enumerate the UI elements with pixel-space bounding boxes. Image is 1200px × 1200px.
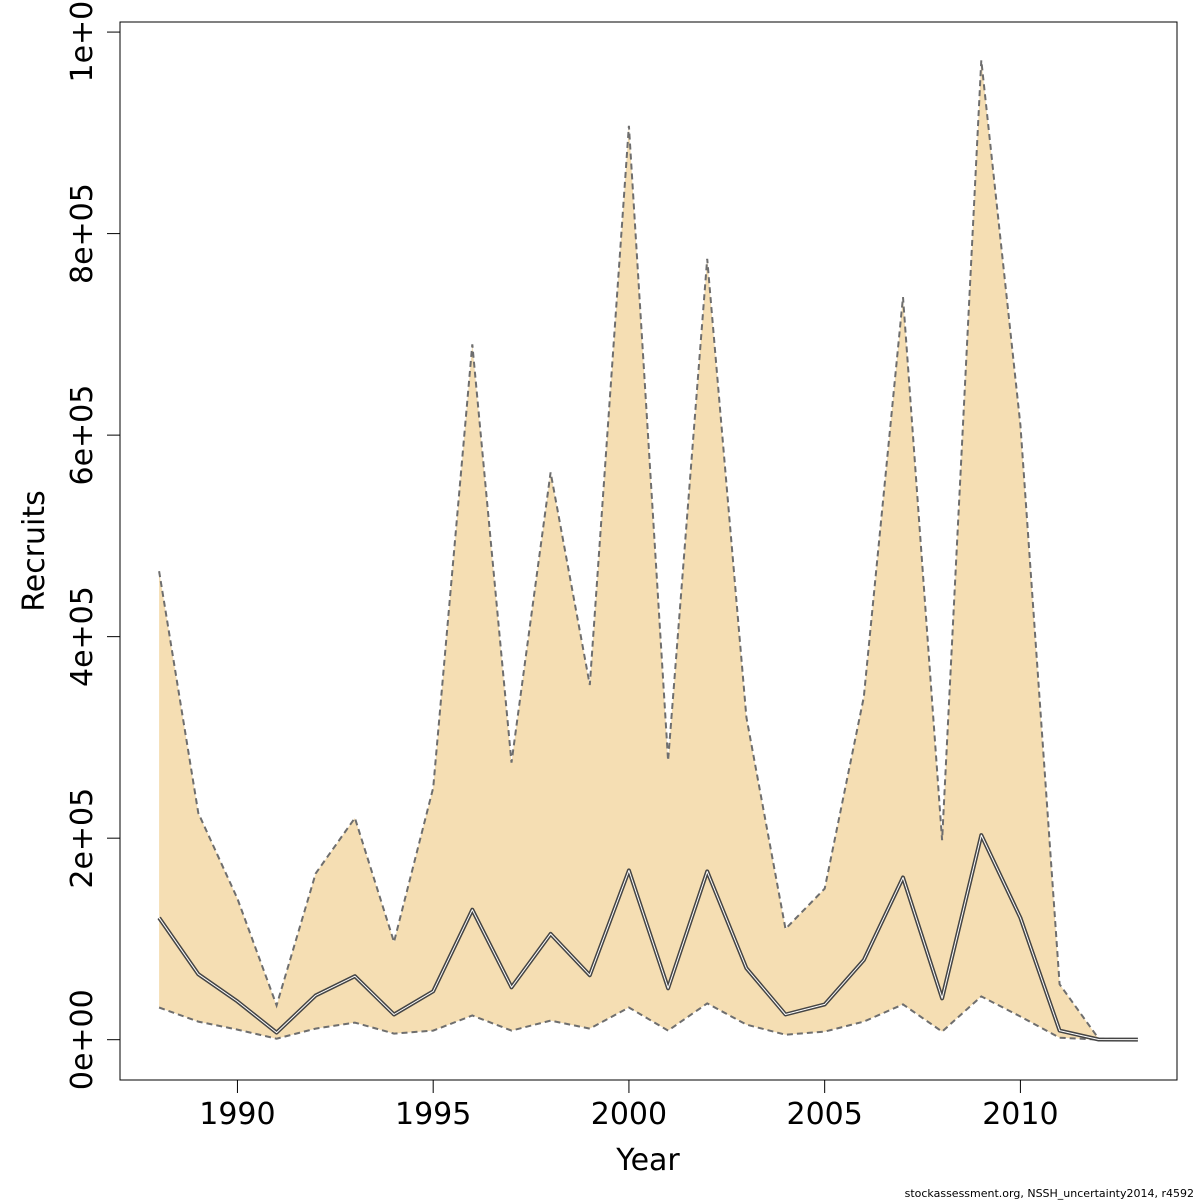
x-axis-title: Year — [615, 1143, 680, 1178]
x-axis: 1990 1995 2000 2005 2010 — [199, 1079, 1059, 1132]
y-tick-label: 2e+05 — [65, 788, 100, 889]
confidence-band-layer — [159, 60, 1138, 1040]
series-lines-layer — [157, 60, 1138, 1042]
y-tick-label: 4e+05 — [65, 586, 100, 687]
y-axis: 0e+00 2e+05 4e+05 6e+05 8e+05 1e+06 — [65, 0, 121, 1090]
x-tick-label: 1995 — [395, 1097, 471, 1132]
y-tick-label: 6e+05 — [65, 385, 100, 486]
x-tick-label: 2010 — [982, 1097, 1058, 1132]
confidence-band — [159, 60, 1138, 1040]
lower-bound-line — [158, 995, 1138, 1041]
x-tick-label: 2000 — [591, 1097, 667, 1132]
y-tick-label: 1e+06 — [65, 0, 100, 83]
upper-bound-line — [158, 60, 1138, 1041]
y-axis-title: Recruits — [17, 490, 52, 612]
footer-caption: stockassessment.org, NSSH_uncertainty201… — [905, 1187, 1194, 1200]
y-tick-label: 8e+05 — [65, 183, 100, 284]
x-tick-label: 1990 — [199, 1097, 275, 1132]
x-tick-label: 2005 — [786, 1097, 862, 1132]
y-tick-label: 0e+00 — [65, 989, 100, 1090]
median-line-inner — [158, 834, 1138, 1041]
